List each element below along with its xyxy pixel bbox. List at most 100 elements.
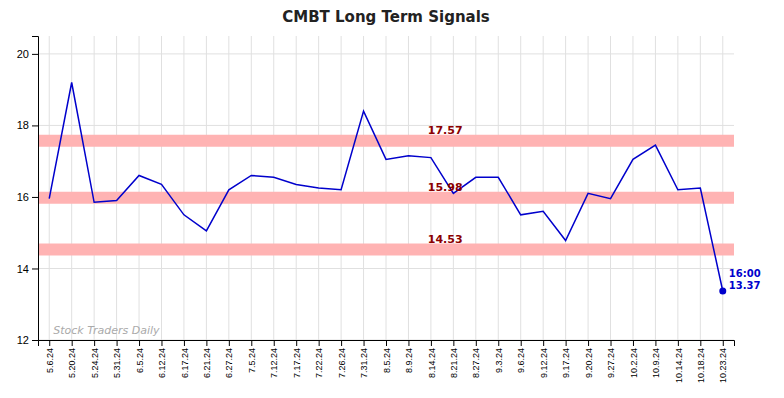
x-tick: 10.14.24 — [674, 340, 684, 383]
y-tick-mark — [32, 54, 38, 55]
x-tick: 8.21.24 — [449, 340, 459, 378]
x-tick: 6.17.24 — [180, 340, 190, 378]
x-tick-label: 7.12.24 — [269, 348, 279, 378]
grid — [38, 36, 734, 340]
x-tick: 9.3.24 — [494, 340, 504, 373]
signal-band — [38, 135, 734, 147]
x-tick-mark — [296, 340, 297, 346]
x-tick: 6.5.24 — [135, 340, 145, 373]
x-tick-label: 8.27.24 — [471, 348, 481, 378]
x-tick-mark — [476, 340, 477, 346]
x-tick-mark — [566, 340, 567, 346]
x-tick-mark — [184, 340, 185, 346]
signal-band — [38, 244, 734, 256]
x-tick-label: 7.17.24 — [292, 348, 302, 378]
x-tick-mark — [633, 340, 634, 346]
x-tick-mark — [72, 340, 73, 346]
grid-line-x — [408, 36, 409, 340]
y-tick-label: 20 — [17, 48, 29, 60]
x-axis-line — [39, 341, 735, 347]
x-tick-mark — [678, 340, 679, 346]
x-tick: 7.31.24 — [359, 340, 369, 378]
y-tick-label: 12 — [17, 334, 29, 346]
x-tick-mark — [274, 340, 275, 346]
x-tick-mark — [251, 340, 252, 346]
grid-line-x — [273, 36, 274, 340]
y-tick-label: 18 — [17, 119, 29, 131]
x-tick-label: 8.9.24 — [404, 348, 414, 373]
x-tick-mark — [700, 340, 701, 346]
grid-line-x — [610, 36, 611, 340]
signal-band — [38, 192, 734, 204]
y-axis-line — [32, 37, 39, 341]
x-tick-label: 8.14.24 — [427, 348, 437, 378]
x-tick: 8.14.24 — [427, 340, 437, 378]
x-tick-label: 10.14.24 — [674, 348, 684, 383]
x-tick-mark — [117, 340, 118, 346]
x-tick-label: 5.31.24 — [112, 348, 122, 378]
x-tick: 10.9.24 — [651, 340, 661, 378]
y-tick-label: 14 — [17, 262, 29, 274]
signal-label: 14.53 — [428, 233, 463, 246]
x-tick-mark — [229, 340, 230, 346]
signal-label: 17.57 — [428, 124, 463, 137]
x-tick: 9.20.24 — [584, 340, 594, 378]
x-tick-mark — [588, 340, 589, 346]
plot-area: 12 14 16 18 20 5.6.24 5.20.24 5.24.24 5.31.24 6.5… — [17, 36, 761, 383]
endpoint-price: 13.37 — [729, 280, 761, 291]
x-tick-label: 9.20.24 — [584, 348, 594, 378]
x-tick-label: 6.27.24 — [224, 348, 234, 378]
grid-line-x — [161, 36, 162, 340]
x-tick-label: 5.6.24 — [45, 348, 55, 373]
x-tick: 7.12.24 — [269, 340, 279, 378]
x-tick-mark — [206, 340, 207, 346]
grid-line-x — [251, 36, 252, 340]
x-tick: 8.5.24 — [382, 340, 392, 373]
x-tick: 7.22.24 — [314, 340, 324, 378]
grid-line-x — [94, 36, 95, 340]
x-tick: 8.27.24 — [471, 340, 481, 378]
y-tick-mark — [32, 125, 38, 126]
y-tick-mark — [32, 340, 38, 341]
x-tick-label: 10.9.24 — [651, 348, 661, 378]
y-tick-mark — [32, 268, 38, 269]
endpoint-dot — [719, 288, 726, 295]
x-tick-mark — [498, 340, 499, 346]
grid-line-x — [116, 36, 117, 340]
x-tick-label: 6.5.24 — [135, 348, 145, 373]
x-tick-label: 10.18.24 — [696, 348, 706, 383]
x-tick-label: 9.27.24 — [606, 348, 616, 378]
x-tick-label: 9.3.24 — [494, 348, 504, 373]
x-tick: 10.2.24 — [629, 340, 639, 378]
y-tick-label: 16 — [17, 191, 29, 203]
grid-line-x — [183, 36, 184, 340]
x-tick: 6.12.24 — [157, 340, 167, 378]
x-tick-label: 5.20.24 — [67, 348, 77, 378]
watermark: Stock Traders Daily — [53, 324, 160, 337]
x-tick-mark — [386, 340, 387, 346]
x-tick: 5.24.24 — [90, 340, 100, 378]
x-tick: 9.6.24 — [516, 340, 526, 373]
x-tick-label: 7.31.24 — [359, 348, 369, 378]
x-tick-mark — [161, 340, 162, 346]
y-tick: 20 — [17, 48, 38, 60]
x-tick-mark — [94, 340, 95, 346]
chart: 12 14 16 18 20 5.6.24 5.20.24 5.24.24 5.31.24 6.5… — [0, 0, 784, 398]
x-tick-label: 7.26.24 — [337, 348, 347, 378]
x-tick-mark — [521, 340, 522, 346]
grid-line-x — [228, 36, 229, 340]
x-tick-label: 6.17.24 — [180, 348, 190, 378]
x-tick: 6.27.24 — [224, 340, 234, 378]
x-tick: 5.6.24 — [45, 340, 55, 373]
x-tick-mark — [319, 340, 320, 346]
grid-line-x — [565, 36, 566, 340]
x-tick: 9.27.24 — [606, 340, 616, 378]
grid-line-x — [49, 36, 50, 340]
grid-line-x — [520, 36, 521, 340]
signal-label: 15.98 — [428, 181, 463, 194]
x-tick-mark — [139, 340, 140, 346]
grid-line-x — [71, 36, 72, 340]
y-tick: 12 — [17, 334, 38, 346]
marks — [38, 82, 734, 294]
x-tick: 6.21.24 — [202, 340, 212, 378]
